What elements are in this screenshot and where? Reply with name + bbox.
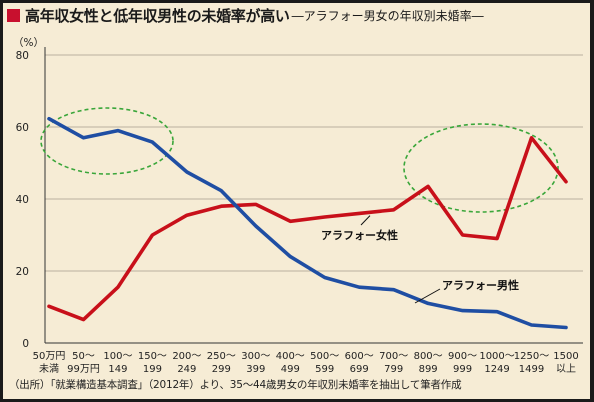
x-tick-label: 800～ xyxy=(414,351,443,362)
x-tick-label: 1250～ xyxy=(514,351,549,362)
y-tick-label: 20 xyxy=(16,266,29,278)
x-tick-label: 399 xyxy=(246,364,265,375)
x-tick-label: 699 xyxy=(350,364,369,375)
x-tick-label: 1249 xyxy=(484,364,509,375)
highlight-ellipse-high-income xyxy=(403,123,559,213)
x-tick-label: 150～ xyxy=(138,351,167,362)
title-marker-icon xyxy=(7,8,20,22)
y-tick-label: 60 xyxy=(16,122,29,134)
x-tick-label: 500～ xyxy=(310,351,339,362)
x-tick-label: 250～ xyxy=(207,351,236,362)
female-series-label: アラフォー女性 xyxy=(321,228,398,242)
chart-card: 高年収女性と低年収男性の未婚率が高い ―アラフォー男女の年収別未婚率― （%） … xyxy=(3,3,590,399)
x-tick-label: 799 xyxy=(384,364,403,375)
x-tick-label: 50万円 xyxy=(33,351,66,362)
y-tick-label: 40 xyxy=(16,194,29,206)
x-tick-label: 200～ xyxy=(172,351,201,362)
x-tick-label: 1500 xyxy=(553,351,578,362)
x-tick-label: 899 xyxy=(419,364,438,375)
grid-lines xyxy=(45,54,583,272)
title-bar: 高年収女性と低年収男性の未婚率が高い ―アラフォー男女の年収別未婚率― xyxy=(3,3,590,27)
x-tick-label: 199 xyxy=(143,364,162,375)
x-tick-label: 以上 xyxy=(556,363,576,375)
x-tick-label: 299 xyxy=(212,364,231,375)
highlight-ellipses xyxy=(40,107,559,213)
male-label-leader xyxy=(414,288,441,304)
x-tick-label: 1499 xyxy=(519,364,544,375)
x-tick-label: 149 xyxy=(108,364,127,375)
x-tick-label: 400～ xyxy=(276,351,305,362)
x-tick-label: 未満 xyxy=(39,363,59,375)
y-tick-label: 80 xyxy=(16,50,29,62)
x-tick-label: 300～ xyxy=(241,351,270,362)
chart-subtitle: ―アラフォー男女の年収別未婚率― xyxy=(291,8,484,23)
series-line-male xyxy=(47,116,568,330)
x-tick-label: 249 xyxy=(177,364,196,375)
x-tick-label: 999 xyxy=(453,364,472,375)
female-label-leader xyxy=(360,215,371,226)
y-tick-label: 0 xyxy=(22,338,29,350)
x-tick-label: 599 xyxy=(315,364,334,375)
x-tick-label: 600～ xyxy=(345,351,374,362)
x-tick-label: 100～ xyxy=(103,351,132,362)
x-tick-label: 99万円 xyxy=(67,364,100,375)
x-tick-label: 900～ xyxy=(448,351,477,362)
y-axis-unit-label: （%） xyxy=(13,37,44,49)
highlight-ellipse-low-income xyxy=(40,107,174,175)
axes xyxy=(44,47,583,344)
y-tick-labels: 0 20 40 60 80 xyxy=(16,50,29,350)
x-tick-label: 700～ xyxy=(379,351,408,362)
source-note: （出所）「就業構造基本調査」（2012年）より、35～44歳男女の年収別未婚率を… xyxy=(9,379,462,391)
series-lines xyxy=(47,116,568,330)
x-tick-label: 499 xyxy=(281,364,300,375)
x-tick-label: 1000～ xyxy=(479,351,514,362)
male-series-label: アラフォー男性 xyxy=(442,278,519,292)
x-tick-label: 50～ xyxy=(72,351,95,362)
series-line-female xyxy=(47,136,568,322)
chart-title: 高年収女性と低年収男性の未婚率が高い xyxy=(25,6,290,25)
